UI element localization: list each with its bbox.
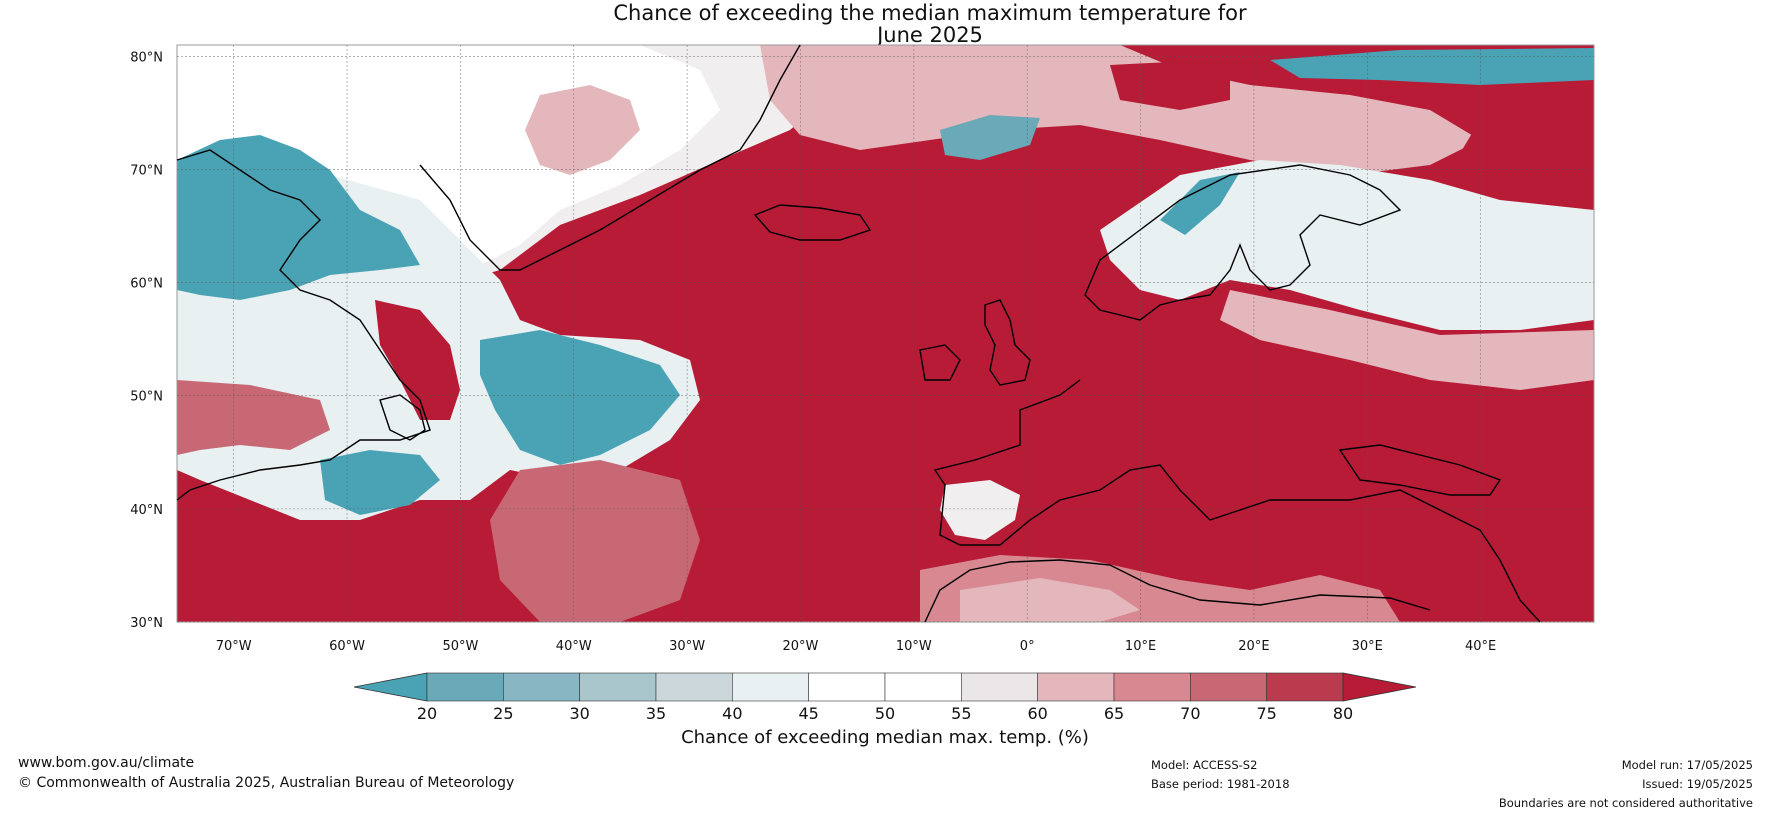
region-scandinavia-neutral bbox=[1100, 160, 1594, 330]
region-canada-south-red bbox=[177, 380, 330, 455]
lon-tick-label: 40°W bbox=[556, 639, 592, 654]
colorbar-swatch bbox=[1113, 672, 1191, 702]
colorbar-swatch bbox=[1037, 672, 1115, 702]
colorbar-swatch bbox=[426, 672, 504, 702]
longitude-labels: 70°W 60°W 50°W 40°W 30°W 20°W 10°W 0° 10°E 20°E 30… bbox=[216, 639, 1497, 654]
colorbar-tick-label: 80 bbox=[1333, 704, 1353, 723]
footer-issued: Issued: 19/05/2025 bbox=[1642, 777, 1753, 791]
coastline-scandinavia bbox=[1084, 164, 1402, 321]
lat-tick-label: 30°N bbox=[130, 616, 163, 631]
lat-tick-label: 60°N bbox=[130, 277, 163, 292]
footer-model: Model: ACCESS-S2 bbox=[1151, 758, 1258, 772]
footer-copyright: © Commonwealth of Australia 2025, Austra… bbox=[18, 775, 515, 791]
lat-tick-label: 70°N bbox=[130, 163, 163, 178]
region-atlantic-south-pink bbox=[490, 460, 700, 622]
lon-tick-label: 0° bbox=[1020, 639, 1035, 654]
region-arctic-pink bbox=[760, 45, 1480, 175]
region-labrador-teal bbox=[480, 330, 680, 465]
footer-model-run: Model run: 17/05/2025 bbox=[1621, 758, 1753, 772]
colorbar-tick-label: 65 bbox=[1104, 704, 1124, 723]
map-gridlines bbox=[177, 45, 1594, 623]
colorbar-tick-label: 60 bbox=[1027, 704, 1047, 723]
colorbar-swatch bbox=[579, 672, 657, 702]
colorbar-tick-label: 30 bbox=[569, 704, 589, 723]
colorbar-tick-label: 55 bbox=[951, 704, 971, 723]
coastlines bbox=[176, 44, 1541, 623]
colorbar-tick-label: 40 bbox=[722, 704, 742, 723]
colorbar-tick-label: 20 bbox=[417, 704, 437, 723]
lon-tick-label: 20°E bbox=[1238, 639, 1269, 654]
lat-tick-label: 40°N bbox=[130, 503, 163, 518]
colorbar-swatch bbox=[808, 672, 886, 702]
colorbar-tick-label: 50 bbox=[875, 704, 895, 723]
coastline-greenland bbox=[419, 44, 801, 271]
colorbar-extend-low bbox=[353, 672, 428, 702]
lat-tick-label: 80°N bbox=[130, 50, 163, 65]
chart-title-line2: June 2025 bbox=[877, 23, 983, 47]
coastline-iceland bbox=[753, 204, 872, 241]
colorbar-swatch bbox=[1266, 672, 1344, 702]
colorbar-tick-label: 25 bbox=[493, 704, 513, 723]
lon-tick-label: 10°E bbox=[1125, 639, 1156, 654]
footer-base-period: Base period: 1981-2018 bbox=[1151, 777, 1290, 791]
coastline-north-africa bbox=[924, 559, 1431, 623]
lon-tick-label: 10°W bbox=[896, 639, 932, 654]
colorbar: 20 25 30 35 40 45 50 55 60 65 70 75 80 bbox=[353, 672, 1417, 723]
colorbar-tick-label: 70 bbox=[1180, 704, 1200, 723]
latitude-labels: 30°N 40°N 50°N 60°N 70°N 80°N bbox=[130, 50, 163, 631]
colorbar-swatch bbox=[961, 672, 1038, 702]
lat-tick-label: 50°N bbox=[130, 390, 163, 405]
footer-disclaimer: Boundaries are not considered authoritat… bbox=[1498, 796, 1753, 810]
colorbar-swatch bbox=[655, 672, 733, 702]
region-labrador-red bbox=[375, 300, 460, 420]
region-hudson-teal bbox=[177, 135, 420, 300]
lon-tick-label: 50°W bbox=[442, 639, 478, 654]
coastline-black-sea bbox=[1338, 444, 1502, 496]
lon-tick-label: 60°W bbox=[329, 639, 365, 654]
region-north-africa-light bbox=[960, 578, 1140, 622]
coastline-canada bbox=[176, 149, 431, 501]
lon-tick-label: 30°W bbox=[669, 639, 705, 654]
colorbar-tick-label: 75 bbox=[1256, 704, 1276, 723]
chart-title-line1: Chance of exceeding the median maximum t… bbox=[613, 1, 1247, 25]
lon-tick-label: 40°E bbox=[1465, 639, 1496, 654]
coastline-europe-west bbox=[933, 379, 1541, 623]
region-newfoundland-teal bbox=[320, 450, 440, 515]
lon-tick-label: 70°W bbox=[216, 639, 252, 654]
coastline-newfoundland bbox=[379, 394, 426, 441]
region-greenland-pink bbox=[525, 85, 640, 175]
map-field bbox=[177, 45, 1594, 622]
colorbar-swatch bbox=[732, 672, 809, 702]
colorbar-tick-label: 35 bbox=[646, 704, 666, 723]
region-scandinavia-teal bbox=[1160, 172, 1240, 235]
region-norwegian-teal bbox=[940, 115, 1040, 160]
region-barents-teal bbox=[1270, 48, 1594, 85]
footer-website[interactable]: www.bom.gov.au/climate bbox=[18, 755, 195, 771]
colorbar-swatch bbox=[503, 672, 580, 702]
coastline-ireland bbox=[919, 344, 961, 381]
colorbar-swatch bbox=[884, 672, 962, 702]
colorbar-extend-high bbox=[1342, 672, 1417, 702]
colorbar-title: Chance of exceeding median max. temp. (%… bbox=[681, 727, 1089, 748]
colorbar-tick-label: 45 bbox=[798, 704, 818, 723]
region-iberia-white bbox=[940, 480, 1020, 540]
lon-tick-label: 30°E bbox=[1352, 639, 1383, 654]
coastline-britain bbox=[984, 299, 1031, 386]
lon-tick-label: 20°W bbox=[783, 639, 819, 654]
colorbar-swatch bbox=[1190, 672, 1267, 702]
region-arctic-red bbox=[1110, 62, 1230, 110]
region-russia-pink bbox=[1220, 290, 1594, 390]
